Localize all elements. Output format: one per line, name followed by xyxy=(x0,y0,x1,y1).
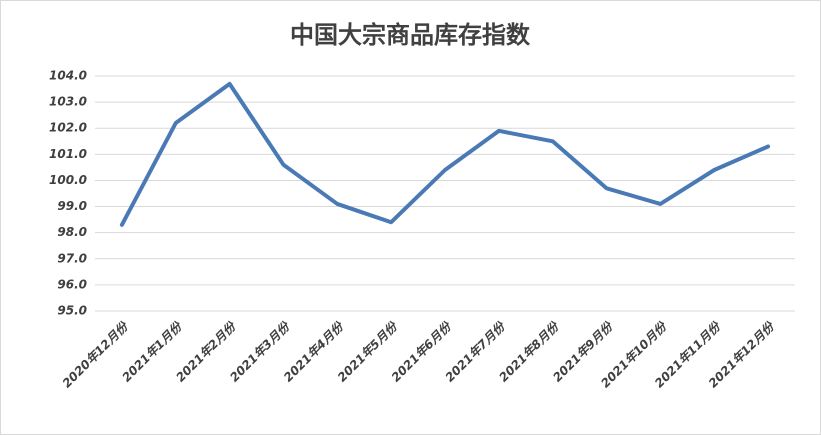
y-tick-label: 102.0 xyxy=(49,121,87,135)
chart-title: 中国大宗商品库存指数 xyxy=(290,21,531,49)
y-tick-label: 100.0 xyxy=(49,173,87,187)
y-tick-label: 96.0 xyxy=(57,277,87,291)
y-tick-label: 97.0 xyxy=(57,251,87,265)
y-tick-label: 98.0 xyxy=(57,225,87,239)
y-tick-label: 95.0 xyxy=(57,304,87,318)
y-tick-label: 101.0 xyxy=(49,147,87,161)
series-line xyxy=(119,81,771,227)
y-tick-label: 99.0 xyxy=(57,199,87,213)
y-tick-label: 103.0 xyxy=(49,95,87,109)
y-tick-label: 104.0 xyxy=(49,69,87,83)
